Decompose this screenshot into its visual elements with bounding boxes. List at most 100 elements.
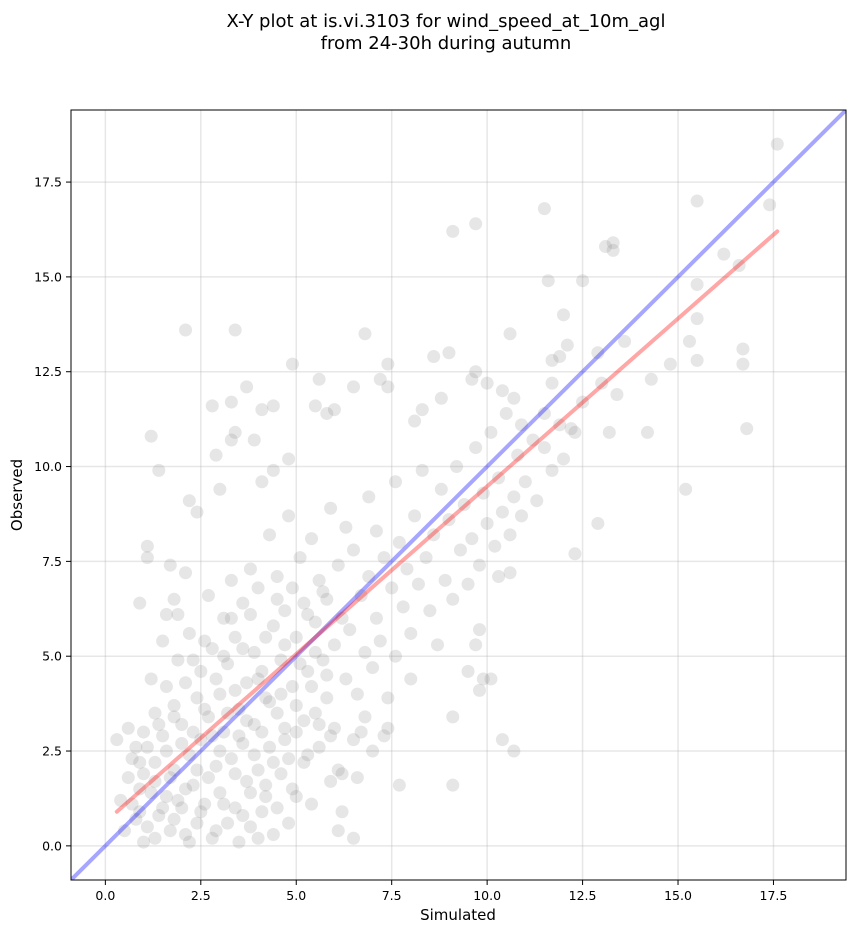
data-point	[465, 532, 479, 546]
data-point	[492, 471, 506, 485]
data-point	[259, 691, 273, 705]
data-point	[339, 672, 353, 686]
data-point	[308, 645, 322, 659]
data-point	[320, 668, 334, 682]
data-point	[125, 752, 139, 766]
data-point	[133, 782, 147, 796]
data-point	[717, 247, 731, 261]
data-point	[232, 835, 246, 849]
data-point	[221, 816, 235, 830]
data-point	[270, 592, 284, 606]
data-point	[469, 365, 483, 379]
data-point	[305, 532, 319, 546]
data-point	[110, 733, 124, 747]
data-point	[553, 418, 567, 432]
data-point	[312, 717, 326, 731]
data-point	[198, 797, 212, 811]
data-point	[606, 243, 620, 257]
data-point	[205, 831, 219, 845]
data-point	[266, 619, 280, 633]
data-point	[266, 755, 280, 769]
data-point	[327, 638, 341, 652]
data-point	[228, 425, 242, 439]
data-point	[270, 570, 284, 584]
data-point	[610, 387, 624, 401]
data-point	[358, 645, 372, 659]
data-point	[591, 346, 605, 360]
data-point	[270, 706, 284, 720]
data-point	[152, 809, 166, 823]
data-point	[331, 558, 345, 572]
data-point	[736, 342, 750, 356]
data-point	[140, 740, 154, 754]
data-point	[381, 721, 395, 735]
data-point	[492, 570, 506, 584]
data-point	[324, 774, 338, 788]
data-point	[316, 653, 330, 667]
data-point	[224, 395, 238, 409]
data-point	[347, 543, 361, 557]
y-tick-label: 17.5	[34, 175, 62, 190]
data-point	[152, 717, 166, 731]
data-point	[461, 577, 475, 591]
data-point	[156, 634, 170, 648]
data-point	[595, 376, 609, 390]
chart-title-line-1: X-Y plot at is.vi.3103 for wind_speed_at…	[227, 11, 666, 32]
data-point	[472, 558, 486, 572]
data-point	[301, 664, 315, 678]
data-point	[240, 380, 254, 394]
y-tick-label: 12.5	[34, 364, 62, 379]
data-point	[358, 327, 372, 341]
data-point	[514, 509, 528, 523]
data-point	[339, 520, 353, 534]
data-point	[224, 611, 238, 625]
data-point	[167, 763, 181, 777]
data-point	[217, 725, 231, 739]
data-point	[404, 626, 418, 640]
data-point	[591, 516, 605, 530]
data-point	[434, 482, 448, 496]
data-point	[163, 824, 177, 838]
data-point	[270, 801, 284, 815]
data-point	[247, 645, 261, 659]
grid	[71, 110, 846, 880]
data-point	[640, 425, 654, 439]
data-point	[354, 589, 368, 603]
x-tick-label: 15.0	[664, 888, 692, 903]
data-point	[305, 797, 319, 811]
data-point	[289, 725, 303, 739]
y-tick-label: 2.5	[42, 744, 62, 759]
data-point	[476, 672, 490, 686]
regression-line	[114, 229, 780, 814]
data-point	[537, 202, 551, 216]
x-tick-label: 10.0	[473, 888, 501, 903]
data-point	[453, 543, 467, 557]
data-point	[289, 790, 303, 804]
data-point	[545, 463, 559, 477]
data-point	[419, 551, 433, 565]
data-point	[144, 429, 158, 443]
y-axis-ticks: 0.0 2.5 5.0 7.5 10.0 12.5 15.0 17.5	[34, 175, 71, 853]
data-point	[148, 755, 162, 769]
data-point	[259, 630, 273, 644]
data-point	[133, 596, 147, 610]
data-point	[221, 657, 235, 671]
data-point	[175, 801, 189, 815]
data-point	[228, 767, 242, 781]
data-point	[137, 725, 151, 739]
data-point	[560, 338, 574, 352]
data-point	[159, 607, 173, 621]
data-point	[121, 771, 135, 785]
data-point	[144, 672, 158, 686]
data-point	[465, 372, 479, 386]
data-point	[243, 562, 257, 576]
data-point	[381, 691, 395, 705]
data-point	[690, 194, 704, 208]
data-point	[679, 482, 693, 496]
data-point	[282, 816, 296, 830]
x-axis-label: Simulated	[420, 906, 496, 924]
data-point	[618, 334, 632, 348]
data-point	[476, 486, 490, 500]
data-point	[186, 778, 200, 792]
data-point	[194, 805, 208, 819]
